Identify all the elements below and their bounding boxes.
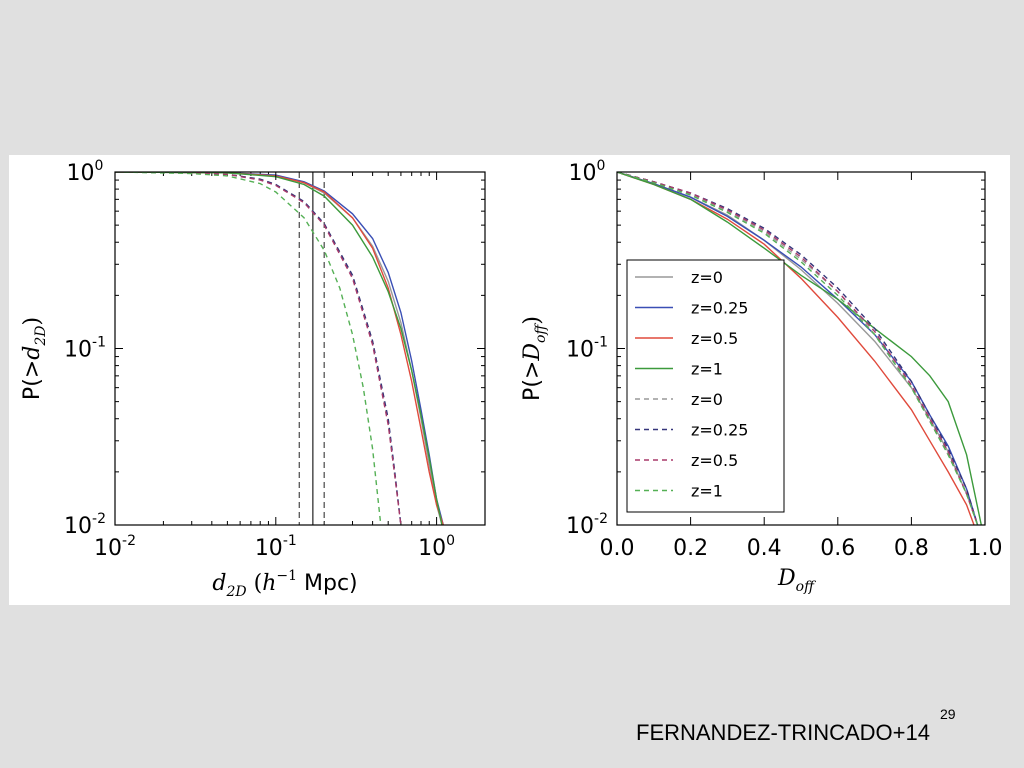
citation: FERNANDEZ-TRINCADO+14: [636, 720, 930, 745]
series-5-line: [617, 172, 979, 525]
y-tick-label: 10-2: [566, 511, 608, 539]
series-2-line: [115, 172, 444, 525]
y-axis-label: P(>Doff): [520, 316, 549, 401]
x-tick-label: 0.0: [600, 536, 635, 561]
figure-panel: 10-2 10-1 100 10-2 10-1 100 d2D (h−1 Mpc) P(>d2…: [9, 155, 1010, 605]
legend-label-2: z=0.25: [691, 299, 748, 318]
x-tick-label: 10-1: [255, 533, 297, 561]
series-6-line: [115, 172, 402, 525]
y-tick-label: 100: [569, 158, 606, 186]
legend-box: [626, 259, 785, 513]
series-4-line: [115, 172, 443, 525]
legend-label-5: z=0: [691, 390, 723, 409]
x-tick-label: 0.4: [747, 536, 782, 561]
x-tick-label: 1.0: [968, 536, 1003, 561]
series-7-line: [115, 172, 402, 525]
legend-label-6: z=0.25: [691, 421, 748, 440]
y-tick-label: 100: [67, 158, 104, 186]
y-axis-label: P(>d2D): [20, 317, 49, 400]
x-tick-label: 10-2: [94, 533, 136, 561]
series-1-line: [115, 172, 443, 525]
series-8-line: [115, 172, 382, 525]
series-3-line: [115, 172, 444, 525]
y-tick-label: 10-1: [566, 335, 608, 363]
series-group: [617, 172, 982, 525]
chart-1: 10-2 10-1 100 10-2 10-1 100 d2D (h−1 Mpc) P(>d2…: [20, 158, 486, 600]
chart-2: 10-2 10-1 100 0.0 0.2 0.4 0.6 0.8 1.0 Doff P(>Doff…: [520, 158, 1003, 595]
page-number: 29: [940, 706, 956, 722]
series-group: [115, 172, 444, 525]
x-tick-label: 100: [418, 533, 455, 561]
legend-label-8: z=1: [691, 482, 723, 501]
x-axis-label: d2D (h−1 Mpc): [212, 568, 357, 600]
x-axis-label: Doff: [777, 566, 816, 595]
legend-label-1: z=0: [691, 268, 723, 287]
legend: z=0 z=0.25 z=0.5 z=1 z=0 z=0.25 z=0.5 z=1: [626, 259, 785, 513]
y-tick-label: 10-1: [64, 335, 106, 363]
legend-label-7: z=0.5: [691, 451, 738, 470]
legend-label-4: z=1: [691, 360, 723, 379]
x-tick-label: 0.6: [820, 536, 855, 561]
series-7-line: [617, 172, 979, 525]
y-tick-label: 10-2: [64, 511, 106, 539]
chart-svg: 10-2 10-1 100 10-2 10-1 100 d2D (h−1 Mpc) P(>d2…: [20, 158, 1003, 600]
legend-label-3: z=0.5: [691, 329, 738, 348]
x-tick-label: 0.8: [894, 536, 929, 561]
series-6-line: [617, 172, 979, 525]
x-tick-label: 0.2: [673, 536, 708, 561]
series-4-line: [617, 172, 982, 525]
